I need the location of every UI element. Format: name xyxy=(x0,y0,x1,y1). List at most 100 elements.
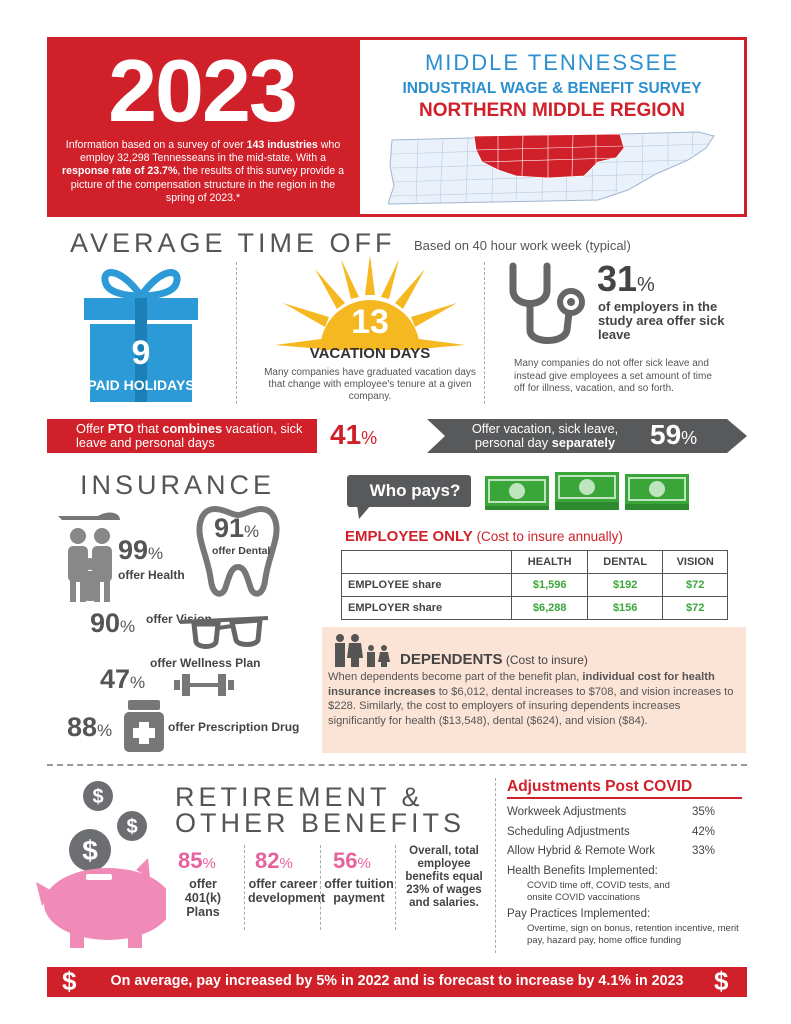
career-percent: 82% xyxy=(255,848,293,873)
pto-separate-text: Offer vacation, sick leave, personal day… xyxy=(471,421,619,450)
vacation-number: 13 xyxy=(351,303,389,341)
pto-banner xyxy=(47,419,747,453)
adjustment-value: 33% xyxy=(692,845,716,857)
cost-table: HEALTH DENTAL VISION EMPLOYEE share $1,5… xyxy=(340,550,728,620)
adjustment-value: 42% xyxy=(692,826,716,838)
pto-combined-percent: 41% xyxy=(330,419,378,450)
dependents-text: When dependents become part of the benef… xyxy=(328,671,734,727)
row-label: EMPLOYEE share xyxy=(340,573,513,597)
401k-label: offer 401(k) Plans xyxy=(184,877,222,919)
dependents-panel xyxy=(322,627,746,753)
divider xyxy=(244,845,245,930)
pto-combined-text: Offer PTO that combines vacation, sick l… xyxy=(76,421,303,450)
survey-info: Information based on a survey of over 14… xyxy=(61,139,345,204)
piggy-bank-icon: $ $ $ xyxy=(36,781,166,948)
health-benefits-text: COVID time off, COVID tests, and onsite … xyxy=(527,880,670,903)
column-header: HEALTH xyxy=(511,550,588,574)
row-label: EMPLOYER share xyxy=(340,596,513,620)
divider xyxy=(320,845,321,930)
svg-text:$: $ xyxy=(126,816,137,838)
dollar-icon: $ xyxy=(714,966,729,996)
health-benefits-heading: Health Benefits Implemented: xyxy=(507,865,658,877)
adjustment-label: Workweek Adjustments xyxy=(507,806,627,818)
footer-banner xyxy=(47,967,747,997)
stethoscope-icon xyxy=(509,262,585,344)
survey-year: 2023 xyxy=(108,41,298,140)
divider xyxy=(495,778,496,953)
sick-leave-label: of employers in the study area offer sic… xyxy=(598,299,725,342)
prescription-label: offer Prescription Drug xyxy=(168,720,300,734)
svg-text:$: $ xyxy=(82,835,98,866)
dumbbell-icon xyxy=(174,674,234,696)
pto-separate-percent: 59% xyxy=(650,419,698,450)
people-icon xyxy=(335,634,390,667)
divider xyxy=(484,262,485,404)
adjustment-value: 35% xyxy=(692,806,716,818)
vision-percent: 90% xyxy=(90,608,136,638)
pay-practices-heading: Pay Practices Implemented: xyxy=(507,908,651,920)
dependents-heading: DEPENDENTS (Cost to insure) xyxy=(400,651,588,668)
adjustment-label: Allow Hybrid & Remote Work xyxy=(507,845,656,857)
wellness-percent: 47% xyxy=(100,664,146,694)
divider xyxy=(236,262,237,404)
vacation-description: Many companies have graduated vacation d… xyxy=(264,367,476,402)
table-row: EMPLOYER share $6,288 $156 $72 xyxy=(340,596,728,620)
sick-leave-description: Many companies do not offer sick leave a… xyxy=(514,358,712,394)
health-label: offer Health xyxy=(118,568,185,582)
401k-percent: 85% xyxy=(178,848,216,873)
family-icon xyxy=(58,512,120,602)
tooth-icon xyxy=(196,505,280,597)
table-row: EMPLOYEE share $1,596 $192 $72 xyxy=(340,573,728,597)
title-subregion: NORTHERN MIDDLE REGION xyxy=(419,100,685,121)
retirement-title: RETIREMENT & OTHER BENEFITS xyxy=(175,782,466,838)
adjustment-label: Scheduling Adjustments xyxy=(507,826,630,838)
adjustments-rule xyxy=(507,797,742,799)
prescription-percent: 88% xyxy=(67,712,113,742)
holidays-label: PAID HOLIDAYS xyxy=(87,377,195,393)
tuition-label: offer tuition payment xyxy=(324,877,394,905)
gift-icon xyxy=(84,269,198,402)
dental-percent: 91% xyxy=(214,513,260,543)
title-region: MIDDLE TENNESSEE xyxy=(424,50,680,75)
table-header-row: HEALTH DENTAL VISION xyxy=(340,550,728,574)
speech-bubble-icon xyxy=(347,475,471,519)
who-pays-label: Who pays? xyxy=(369,481,461,500)
footer-text: On average, pay increased by 5% in 2022 … xyxy=(110,973,684,989)
table-corner xyxy=(340,550,513,574)
adjustments-title: Adjustments Post COVID xyxy=(507,778,693,795)
dental-label: offer Dental xyxy=(212,545,271,557)
title-survey: INDUSTRIAL WAGE & BENEFIT SURVEY xyxy=(402,80,702,97)
table-cell: $72 xyxy=(662,596,728,620)
holidays-number: 9 xyxy=(131,334,151,372)
header-title-panel: MIDDLE TENNESSEE INDUSTRIAL WAGE & BENEF… xyxy=(357,37,747,217)
tennessee-map-icon xyxy=(388,131,715,205)
insurance-title: INSURANCE xyxy=(80,470,276,500)
dollar-icon: $ xyxy=(62,966,77,996)
header-year-panel: 2023 Information based on a survey of ov… xyxy=(47,37,357,217)
table-cell: $156 xyxy=(586,596,664,620)
table-cell: $6,288 xyxy=(511,596,588,620)
column-header: DENTAL xyxy=(586,550,664,574)
time-off-title: AVERAGE TIME OFF xyxy=(70,228,396,258)
section-divider xyxy=(47,764,747,766)
sick-leave-percent: 31% xyxy=(597,258,655,299)
glasses-icon xyxy=(180,616,269,649)
pill-bottle-icon xyxy=(124,700,164,752)
svg-text:$: $ xyxy=(92,786,103,808)
health-percent: 99% xyxy=(118,535,164,565)
divider xyxy=(395,845,396,930)
career-label: offer career development xyxy=(248,877,326,905)
table-cell: $1,596 xyxy=(511,573,588,597)
overall-benefits-text: Overall, total employee benefits equal 2… xyxy=(405,845,483,909)
column-header: VISION xyxy=(662,550,728,574)
tuition-percent: 56% xyxy=(333,848,371,873)
wellness-label: offer Wellness Plan xyxy=(150,656,261,670)
vacation-label: VACATION DAYS xyxy=(309,345,431,362)
money-stack-icon xyxy=(485,472,689,510)
table-cell: $72 xyxy=(662,573,728,597)
employee-only-heading: EMPLOYEE ONLY (Cost to insure annually) xyxy=(345,528,623,545)
pay-practices-text: Overtime, sign on bonus, retention incen… xyxy=(527,923,739,946)
time-off-subtitle: Based on 40 hour work week (typical) xyxy=(414,238,631,253)
table-cell: $192 xyxy=(586,573,664,597)
sun-icon xyxy=(275,255,465,350)
